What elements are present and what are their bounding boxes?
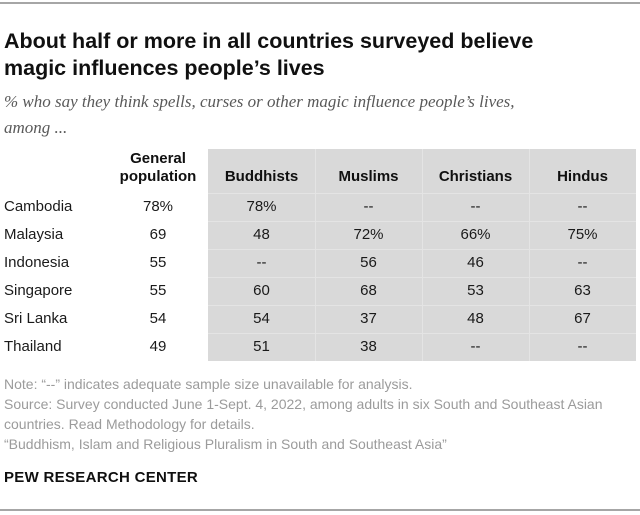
source-line: Source: Survey conducted June 1-Sept. 4,… (4, 396, 603, 432)
value-cell: 53 (422, 277, 529, 305)
bottom-rule (0, 509, 640, 511)
country-label: Thailand (4, 338, 62, 355)
value-cell: 54 (149, 310, 167, 327)
chart-title: About half or more in all countries surv… (4, 28, 636, 82)
value-cell: 66% (422, 221, 529, 249)
top-rule (0, 2, 640, 4)
value-cell: -- (422, 333, 529, 361)
value-cell: 54 (208, 305, 315, 333)
value-cell: -- (422, 193, 529, 221)
value-cell: 68 (315, 277, 422, 305)
value-cell: 56 (315, 249, 422, 277)
value-cell: -- (529, 193, 636, 221)
chart-subtitle-line-1: % who say they think spells, curses or o… (4, 92, 515, 111)
value-cell: -- (529, 333, 636, 361)
value-cell: 38 (315, 333, 422, 361)
chart-subtitle-line-2: among ... (4, 118, 68, 137)
value-cell: 37 (315, 305, 422, 333)
country-label: Malaysia (4, 226, 64, 243)
value-cell: -- (208, 249, 315, 277)
citation-line: “Buddhism, Islam and Religious Pluralism… (4, 436, 447, 452)
table-body: Cambodia 78% 78% -- -- -- Malaysia 69 48 72% 66% 75… (4, 193, 636, 361)
table-row: Sri Lanka 54 54 37 48 67 (4, 305, 636, 333)
column-header (4, 149, 108, 193)
column-header: Muslims (315, 149, 422, 193)
value-cell: 72% (315, 221, 422, 249)
value-cell: 67 (529, 305, 636, 333)
value-cell: 48 (422, 305, 529, 333)
value-cell: -- (529, 249, 636, 277)
chart-title-line-2: magic influences people’s lives (4, 56, 325, 80)
value-cell: 51 (208, 333, 315, 361)
column-header: General population (119, 150, 197, 185)
value-cell: 63 (529, 277, 636, 305)
value-cell: 48 (208, 221, 315, 249)
pew-research-center-wordmark: PEW RESEARCH CENTER (4, 469, 199, 486)
table-row: Malaysia 69 48 72% 66% 75% (4, 221, 636, 249)
belief-in-magic-table: General population Buddhists Muslims Christ… (4, 149, 636, 361)
value-cell: 55 (149, 282, 167, 299)
country-label: Sri Lanka (4, 310, 68, 327)
country-label: Indonesia (4, 254, 70, 271)
value-cell: 78% (142, 198, 174, 215)
country-label: Cambodia (4, 198, 73, 215)
table-header-row: General population Buddhists Muslims Christ… (4, 149, 636, 193)
country-label: Singapore (4, 282, 73, 299)
value-cell: 78% (208, 193, 315, 221)
value-cell: 75% (529, 221, 636, 249)
note-line: Note: “--” indicates adequate sample siz… (4, 376, 413, 392)
column-header: Hindus (529, 149, 636, 193)
value-cell: 49 (149, 338, 167, 355)
column-header: Buddhists (208, 149, 315, 193)
column-header: Christians (422, 149, 529, 193)
value-cell: 60 (208, 277, 315, 305)
value-cell: 46 (422, 249, 529, 277)
value-cell: 55 (149, 254, 167, 271)
table-row: Singapore 55 60 68 53 63 (4, 277, 636, 305)
table-row: Thailand 49 51 38 -- -- (4, 333, 636, 361)
value-cell: 69 (149, 226, 167, 243)
chart-subtitle: % who say they think spells, curses or o… (4, 89, 636, 141)
chart-title-line-1: About half or more in all countries surv… (4, 29, 534, 53)
table-row: Indonesia 55 -- 56 46 -- (4, 249, 636, 277)
footnotes: Note: “--” indicates adequate sample siz… (4, 374, 636, 454)
value-cell: -- (315, 193, 422, 221)
table-row: Cambodia 78% 78% -- -- -- (4, 193, 636, 221)
